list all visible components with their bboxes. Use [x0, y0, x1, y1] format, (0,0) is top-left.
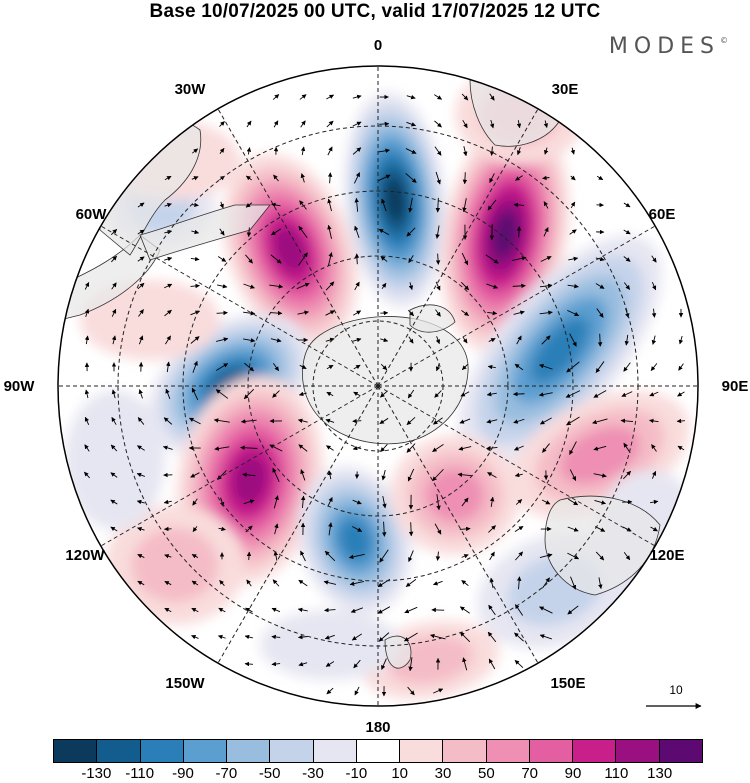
colorbar-swatch [486, 740, 530, 762]
reference-vector: 10 [646, 683, 706, 713]
colorbar-swatch [659, 740, 702, 762]
colorbar-swatch [97, 740, 141, 762]
logo-mark: © [720, 36, 728, 45]
colorbar-ticks: -130 -110 -90 -70 -50 -30 -10 10 30 50 70 90 110 130 [53, 765, 703, 783]
meridian-label-m90e: 90E [722, 378, 749, 395]
map-boundary [57, 65, 699, 707]
colorbar-tick-label: 50 [477, 765, 495, 782]
colorbar-tick-label: -30 [302, 765, 324, 782]
colorbar-swatch [573, 740, 617, 762]
colorbar-swatch [529, 740, 574, 762]
page-title: Base 10/07/2025 00 UTC, valid 17/07/2025… [149, 1, 601, 22]
meridian-labels: 0 30E 60E 90E 120E 150E 180 150W 120W 90W 60W 30W [4, 37, 749, 736]
colorbar-swatch [140, 740, 184, 762]
colorbar-swatch [356, 740, 401, 762]
colorbar-swatch [616, 740, 660, 762]
colorbar-tick-label: -10 [345, 765, 368, 782]
colorbar-tick-label: 10 [391, 765, 408, 782]
land-shape [139, 204, 271, 261]
colorbar-tick-label: 70 [521, 765, 538, 782]
colorbar-swatch [270, 740, 314, 762]
colorbar-swatch [183, 740, 228, 762]
logo-text: MODES [608, 34, 720, 59]
meridian-label-m30e: 30E [552, 81, 579, 98]
colorbar-swatch [227, 740, 271, 762]
meridian-label-m60e: 60E [649, 206, 676, 223]
meridian-label-m120w: 120W [65, 547, 105, 564]
colorbar [53, 739, 703, 763]
meridian-label-m0: 0 [374, 37, 382, 54]
colorbar-tick-label: 110 [604, 765, 629, 782]
colorbar-swatch [313, 740, 357, 762]
graticule [58, 66, 698, 706]
shaded-field [58, 66, 698, 706]
colorbar-tick-label: -110 [125, 765, 155, 782]
colorbar-tick-label: -70 [215, 765, 238, 782]
land-shape [384, 635, 412, 669]
meridian-label-m90w: 90W [4, 378, 36, 395]
colorbar-tick-label: 90 [564, 765, 582, 782]
meridian-label-m120e: 120E [649, 547, 684, 564]
meridian-label-m60w: 60W [76, 206, 108, 223]
colorbar-swatch [54, 740, 98, 762]
colorbar-tick-label: 130 [647, 765, 673, 782]
meridian-label-m30w: 30W [175, 81, 207, 98]
colorbar-swatch [400, 740, 444, 762]
meridian-label-m180: 180 [365, 719, 390, 736]
colorbar-swatch [443, 740, 487, 762]
wind-vectors [84, 93, 685, 697]
meridian-label-m150e: 150E [550, 675, 585, 692]
meridian-label-m150w: 150W [165, 675, 205, 692]
reference-vector-label: 10 [669, 683, 683, 697]
modes-logo: MODES© [609, 34, 728, 59]
colorbar-tick-label: -50 [258, 765, 281, 782]
colorbar-tick-label: -130 [81, 765, 112, 782]
colorbar-tick-label: 30 [434, 765, 452, 782]
colorbar-tick-label: -90 [172, 765, 194, 782]
